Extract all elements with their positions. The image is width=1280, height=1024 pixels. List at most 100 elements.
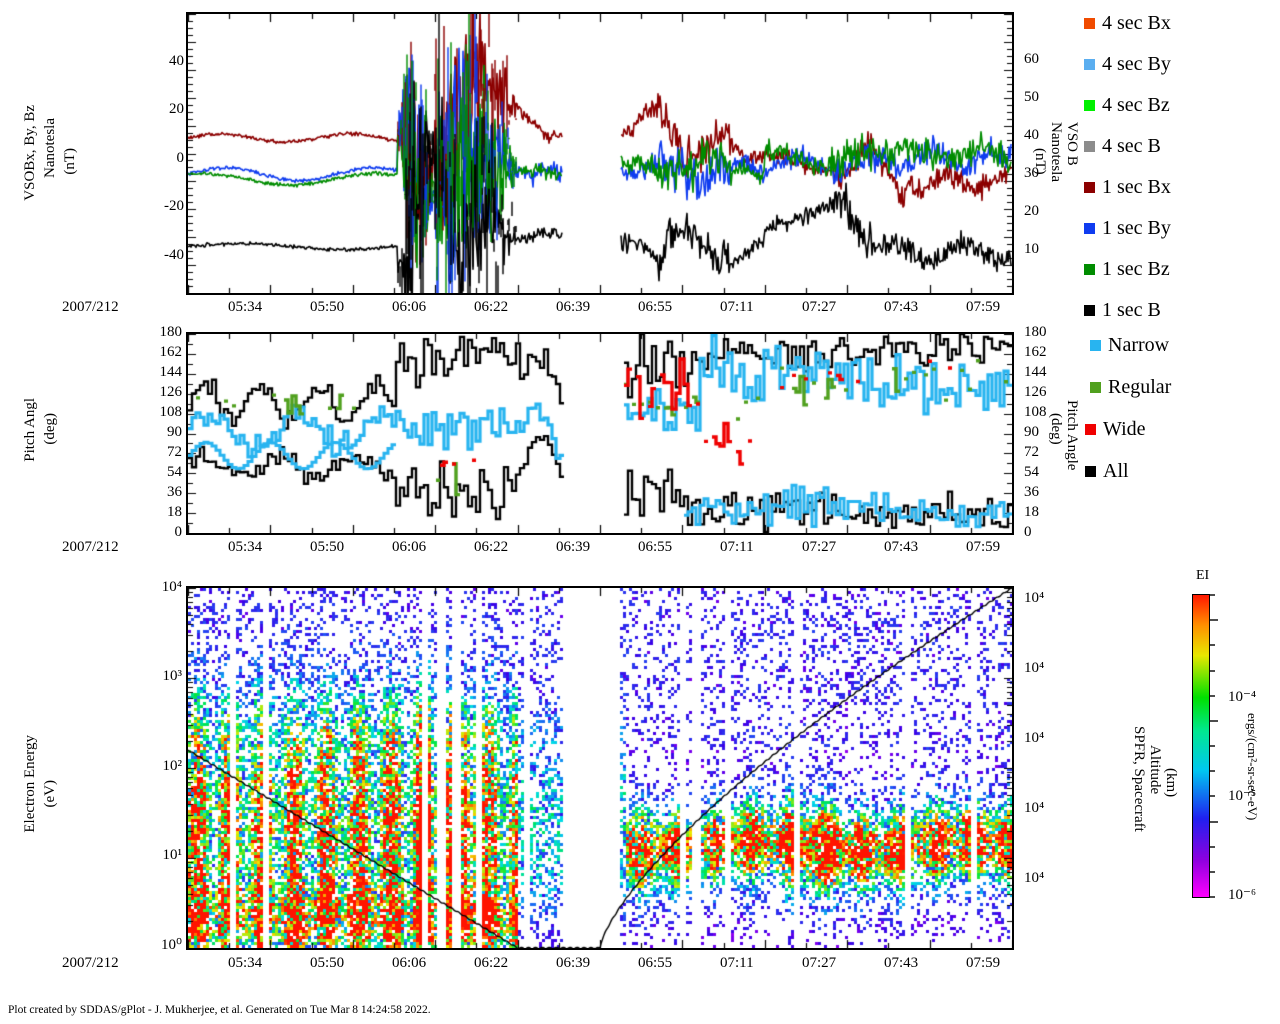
p3-xtick-4: 06:39 bbox=[556, 955, 591, 971]
p3-ytick-1: 10³ bbox=[162, 668, 183, 684]
p3-ytick-2: 10² bbox=[162, 758, 183, 774]
p1-ylabel-right: VSO B bbox=[1064, 122, 1080, 166]
legend-label-narrow: Narrow bbox=[1108, 334, 1170, 356]
p3-ytick-right-4: 10⁴ bbox=[1024, 870, 1045, 886]
legend-item-8[interactable]: Narrow bbox=[1090, 334, 1171, 356]
p1-ytick-left-0: 40 bbox=[169, 53, 184, 69]
p1-xtick-6: 07:11 bbox=[720, 299, 754, 315]
p1-xtick-9: 07:59 bbox=[966, 299, 1001, 315]
colorbar-units: ergs/(cm²-sr-sec-eV) bbox=[1245, 713, 1260, 821]
p2-ytick-6: 72 bbox=[167, 444, 182, 460]
legend-swatch-narrow bbox=[1090, 339, 1101, 351]
p1-ytick-right-1: 50 bbox=[1024, 89, 1039, 105]
p2-xtick-1: 05:50 bbox=[310, 539, 345, 555]
legend-label-1sec-bz: 1 sec Bz bbox=[1102, 258, 1170, 280]
p2-ytick-right-1: 162 bbox=[1024, 344, 1047, 360]
p3-date-label: 2007/212 bbox=[62, 955, 119, 971]
p2-xtick-5: 06:55 bbox=[638, 539, 673, 555]
p3-ylabel: Electron Energy bbox=[22, 735, 38, 833]
legend-swatch-4sec-b bbox=[1084, 140, 1095, 152]
p2-ytick-right-2: 144 bbox=[1024, 364, 1047, 380]
p1-ylabel-left-2: Nanotesla bbox=[42, 118, 58, 178]
p3-xtick-0: 05:34 bbox=[228, 955, 263, 971]
p1-ylabel-right-3: (nT) bbox=[1032, 148, 1048, 175]
p2-ytick-3: 126 bbox=[159, 384, 183, 400]
p3-ylabel-right-2: Altitude bbox=[1147, 745, 1163, 795]
p2-ylabel-2: (deg) bbox=[42, 413, 58, 445]
legend-item-5[interactable]: 1 sec By bbox=[1084, 217, 1171, 239]
p3-ytick-right-0: 10⁴ bbox=[1024, 590, 1045, 606]
colorbar-title: EI bbox=[1196, 568, 1210, 583]
p1-ytick-right-3: 30 bbox=[1024, 165, 1039, 181]
p2-xtick-8: 07:43 bbox=[884, 539, 919, 555]
legend-label-4sec-b: 4 sec B bbox=[1102, 135, 1161, 157]
p3-ytick-3: 10¹ bbox=[162, 847, 183, 863]
legend-swatch-all bbox=[1085, 465, 1096, 477]
legend-item-3[interactable]: 4 sec B bbox=[1084, 135, 1171, 157]
p2-ytick-9: 18 bbox=[167, 504, 182, 520]
p3-ytick-right-2: 10⁴ bbox=[1024, 730, 1045, 746]
p3-xtick-6: 07:11 bbox=[720, 955, 754, 971]
colorbar-tick-0: 10⁻⁴ bbox=[1228, 689, 1257, 705]
p1-xtick-4: 06:39 bbox=[556, 299, 591, 315]
p2-ytick-7: 54 bbox=[167, 464, 182, 480]
panel-magnetic-field bbox=[186, 12, 1014, 295]
p1-ytick-left-3: -20 bbox=[164, 198, 184, 214]
p1-ytick-right-4: 20 bbox=[1024, 203, 1039, 219]
p1-ylabel-right-2: Nanotesla bbox=[1048, 122, 1064, 182]
p2-ytick-right-4: 108 bbox=[1024, 404, 1047, 420]
legend-label-4sec-bz: 4 sec Bz bbox=[1102, 94, 1170, 116]
legend-item-9[interactable]: Regular bbox=[1090, 376, 1171, 398]
p3-xtick-9: 07:59 bbox=[966, 955, 1001, 971]
electron-spectrogram-canvas bbox=[188, 588, 1012, 948]
magnetic-field-plot-canvas bbox=[188, 14, 1012, 293]
p3-xtick-2: 06:06 bbox=[392, 955, 427, 971]
legend-item-11[interactable]: All bbox=[1085, 460, 1171, 482]
p2-ylabel-right: Pitch Angle bbox=[1064, 400, 1080, 471]
p2-ytick-8: 36 bbox=[167, 484, 182, 500]
legend-item-6[interactable]: 1 sec Bz bbox=[1084, 258, 1171, 280]
p2-ylabel-right-2: (deg) bbox=[1048, 413, 1064, 445]
p3-xtick-3: 06:22 bbox=[474, 955, 509, 971]
panel-electron-spectrogram bbox=[186, 586, 1014, 950]
legend-swatch-1sec-bz bbox=[1084, 263, 1095, 275]
legend-item-2[interactable]: 4 sec Bz bbox=[1084, 94, 1171, 116]
legend-swatch-1sec-bx bbox=[1084, 181, 1095, 193]
legend-item-7[interactable]: 1 sec B bbox=[1084, 299, 1171, 321]
p3-ytick-4: 10⁰ bbox=[160, 937, 182, 953]
p3-xtick-7: 07:27 bbox=[802, 955, 837, 971]
p1-date-label: 2007/212 bbox=[62, 299, 119, 315]
p3-ytick-right-1: 10⁴ bbox=[1024, 660, 1045, 676]
p1-xtick-3: 06:22 bbox=[474, 299, 509, 315]
p2-ytick-right-7: 54 bbox=[1024, 464, 1039, 480]
p2-ytick-right-8: 36 bbox=[1024, 484, 1039, 500]
legend-item-10[interactable]: Wide bbox=[1085, 418, 1171, 440]
legend-label-4sec-bx: 4 sec Bx bbox=[1102, 12, 1171, 34]
legend-swatch-regular bbox=[1090, 381, 1101, 393]
legend-item-4[interactable]: 1 sec Bx bbox=[1084, 176, 1171, 198]
p2-ytick-right-6: 72 bbox=[1024, 444, 1039, 460]
p2-xtick-9: 07:59 bbox=[966, 539, 1001, 555]
p2-ytick-right-5: 90 bbox=[1024, 424, 1039, 440]
p1-ytick-right-2: 40 bbox=[1024, 127, 1039, 143]
p2-ytick-2: 144 bbox=[159, 364, 183, 380]
legend-item-1[interactable]: 4 sec By bbox=[1084, 53, 1171, 75]
p2-xtick-0: 05:34 bbox=[228, 539, 263, 555]
legend-label-1sec-by: 1 sec By bbox=[1102, 217, 1171, 239]
p2-ytick-4: 108 bbox=[159, 404, 183, 420]
colorbar-tick-2: 10⁻⁶ bbox=[1228, 887, 1257, 903]
legend-item-0[interactable]: 4 sec Bx bbox=[1084, 12, 1171, 34]
p1-ytick-right-0: 60 bbox=[1024, 51, 1039, 67]
legend-swatch-1sec-by bbox=[1084, 222, 1095, 234]
p2-ylabel: Pitch Angl bbox=[22, 398, 38, 462]
p2-xtick-3: 06:22 bbox=[474, 539, 509, 555]
p2-xtick-7: 07:27 bbox=[802, 539, 837, 555]
p1-xtick-5: 06:55 bbox=[638, 299, 673, 315]
p3-ytick-right-3: 10⁴ bbox=[1024, 800, 1045, 816]
colorbar-tick-1: 10⁻⁵ bbox=[1228, 788, 1257, 804]
p1-ylabel-left-3: (nT) bbox=[62, 148, 78, 175]
p1-xtick-7: 07:27 bbox=[802, 299, 837, 315]
p1-ytick-left-4: -40 bbox=[164, 247, 184, 263]
p2-ytick-right-3: 126 bbox=[1024, 384, 1047, 400]
p3-xtick-5: 06:55 bbox=[638, 955, 673, 971]
